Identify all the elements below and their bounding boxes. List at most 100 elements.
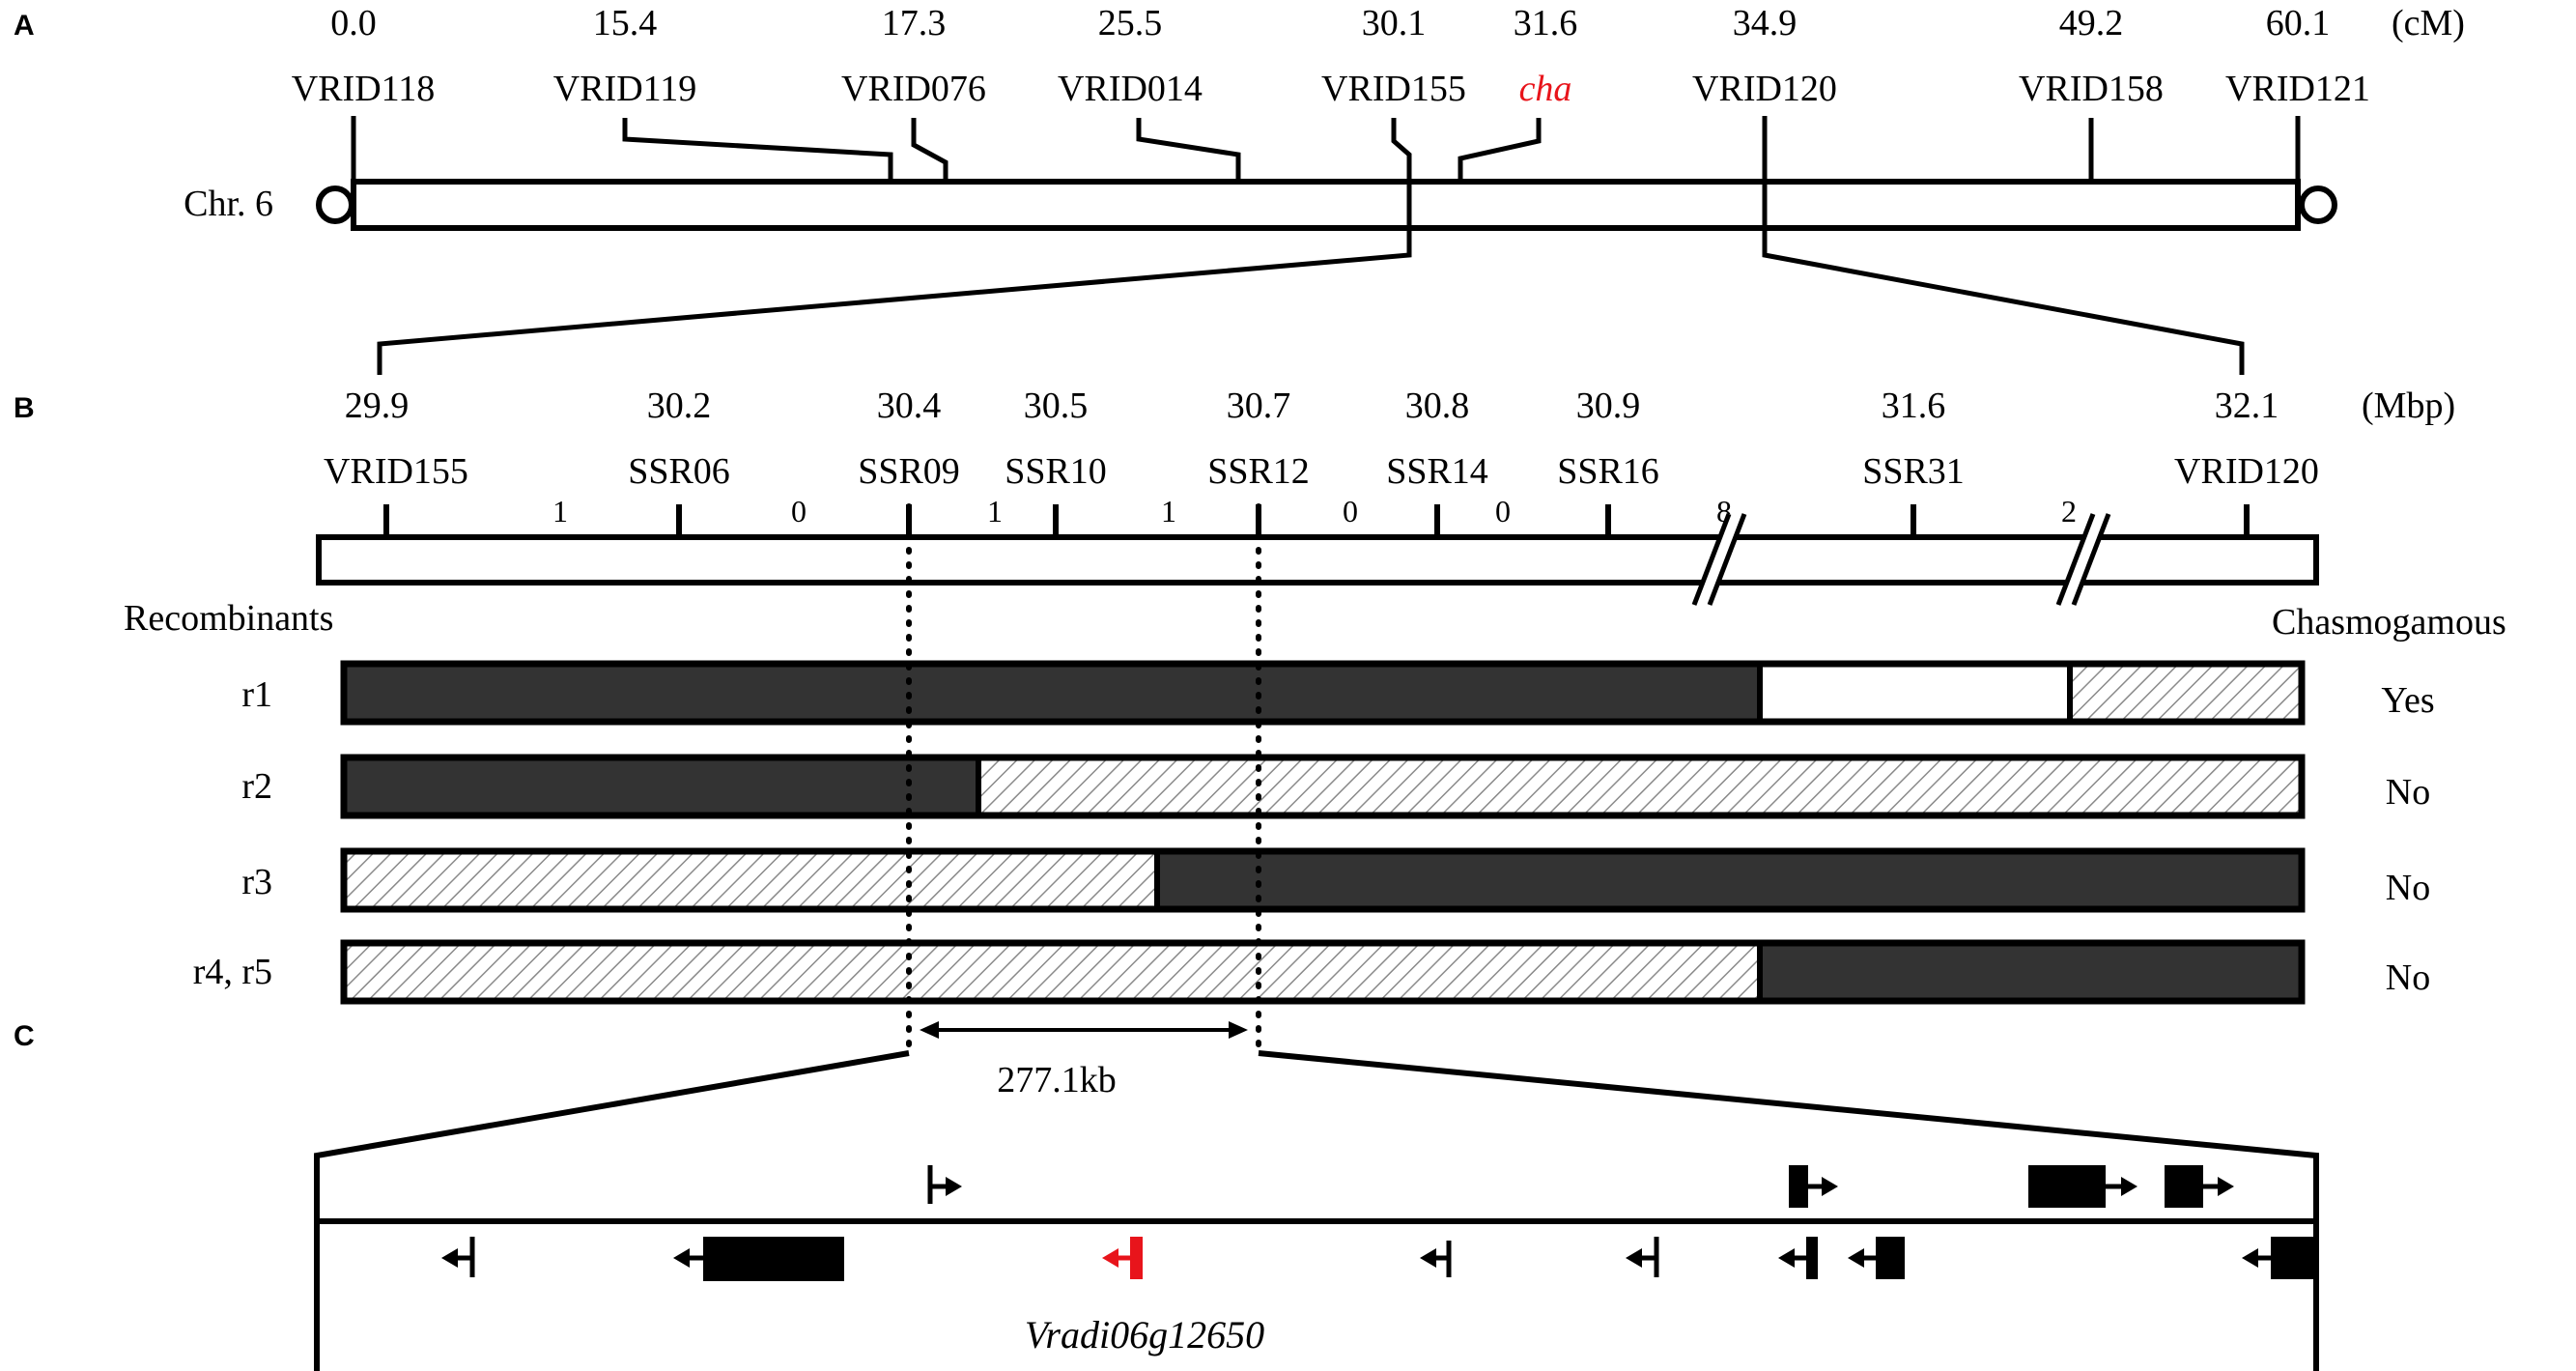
b-marker-ssr31: SSR31 bbox=[1862, 451, 1965, 492]
a-marker-vrid158: VRID158 bbox=[2019, 69, 2164, 109]
a-marker-vrid076: VRID076 bbox=[841, 69, 986, 109]
b-position-ssr09: 30.4 bbox=[877, 386, 942, 426]
panel-c: Vradi06g12650 bbox=[314, 1050, 2319, 1371]
axis-break-2 bbox=[2055, 513, 2111, 606]
recombination-count-1: 1 bbox=[552, 494, 568, 528]
a-marker-vrid120: VRID120 bbox=[1692, 69, 1837, 109]
b-position-vrid155: 29.9 bbox=[345, 386, 410, 426]
chromosome-label: Chr. 6 bbox=[184, 184, 273, 224]
gene-forward-2 bbox=[1789, 1165, 1838, 1208]
gene-reverse-4 bbox=[1626, 1237, 1659, 1277]
b-position-ssr14: 30.8 bbox=[1405, 386, 1470, 426]
gene-reverse-6 bbox=[1848, 1237, 1905, 1279]
chromosome-left-end bbox=[316, 186, 354, 224]
gene-reverse-5 bbox=[1778, 1237, 1818, 1279]
b-position-vrid120: 32.1 bbox=[2215, 386, 2279, 426]
panel-a-label: A bbox=[14, 10, 35, 42]
b-marker-ssr06: SSR06 bbox=[628, 451, 730, 492]
r3-segment-dark bbox=[1157, 851, 2302, 909]
recombinant-labels: r1 r2 r3 r4, r5 bbox=[193, 674, 272, 992]
b-position-ssr31: 31.6 bbox=[1882, 386, 1946, 426]
chromosome-right-end bbox=[2299, 186, 2337, 224]
chromosome-bar bbox=[351, 179, 2301, 231]
gene-forward-1 bbox=[927, 1165, 962, 1204]
a-marker-vrid121: VRID121 bbox=[2225, 69, 2370, 109]
panel-b-label: B bbox=[14, 392, 35, 424]
a-position-vrid120: 34.9 bbox=[1733, 3, 1798, 43]
r4-r5-segment-dark bbox=[1760, 943, 2302, 1001]
phenotype-r1: Yes bbox=[2381, 680, 2434, 721]
phenotype-r2: No bbox=[2386, 772, 2430, 813]
a-position-vrid158: 49.2 bbox=[2059, 3, 2124, 43]
gene-reverse-1 bbox=[441, 1237, 475, 1277]
gene-reverse-3 bbox=[1420, 1241, 1452, 1277]
r2-segment-hatched bbox=[978, 757, 2302, 815]
recombinant-r4-r5 bbox=[340, 939, 2306, 1005]
axis-break-1 bbox=[1691, 513, 1747, 606]
physical-map-bar bbox=[316, 534, 2319, 586]
a-marker-vrid155: VRID155 bbox=[1321, 69, 1466, 109]
recombination-count-4: 1 bbox=[1161, 494, 1176, 528]
a-marker-vrid118: VRID118 bbox=[292, 69, 435, 109]
b-position-ssr06: 30.2 bbox=[647, 386, 712, 426]
a-position-vrid014: 25.5 bbox=[1098, 3, 1163, 43]
recombination-count-3: 1 bbox=[987, 494, 1003, 528]
leader-cha bbox=[1458, 118, 1542, 180]
panel-a-positions: 0.0 15.4 17.3 25.5 30.1 31.6 34.9 49.2 60.1 bbox=[330, 3, 2330, 43]
b-marker-ssr14: SSR14 bbox=[1386, 451, 1488, 492]
r1-segment-hatched bbox=[2070, 664, 2302, 722]
gene-forward-3 bbox=[2028, 1165, 2137, 1208]
leader-vrid014 bbox=[1136, 118, 1241, 180]
marker-leaders bbox=[351, 116, 2301, 180]
gene-reverse-2 bbox=[673, 1237, 844, 1281]
b-marker-ssr10: SSR10 bbox=[1005, 451, 1107, 492]
recombinant-r2 bbox=[340, 754, 2306, 819]
candidate-gene-label: Vradi06g12650 bbox=[1025, 1313, 1264, 1357]
zoom-line-left bbox=[377, 180, 1412, 375]
phenotype-r4-r5: No bbox=[2386, 957, 2430, 998]
panel-b-marker-names: VRID155 SSR06 SSR09 SSR10 SSR12 SSR14 SSR16 SSR… bbox=[324, 451, 2319, 492]
b-position-ssr10: 30.5 bbox=[1024, 386, 1089, 426]
b-position-ssr16: 30.9 bbox=[1576, 386, 1641, 426]
recombination-count-8: 2 bbox=[2061, 494, 2077, 528]
recombinants-header: Recombinants bbox=[124, 598, 333, 639]
r1-segment-white bbox=[1760, 664, 2070, 722]
recombination-count-2: 0 bbox=[791, 494, 807, 528]
panel-a-unit: (cM) bbox=[2392, 3, 2465, 43]
r4-r5-segment-hatched bbox=[344, 943, 1760, 1001]
candidate-gene-marker bbox=[1102, 1237, 1143, 1279]
phenotype-r3: No bbox=[2386, 868, 2430, 908]
b-position-ssr12: 30.7 bbox=[1227, 386, 1291, 426]
gene-reverse-7 bbox=[2242, 1237, 2313, 1279]
panel-b-unit: (Mbp) bbox=[2362, 386, 2455, 426]
panel-a-marker-names: VRID118 VRID119 VRID076 VRID014 VRID155 cha VR… bbox=[292, 69, 2370, 109]
b-marker-vrid155: VRID155 bbox=[324, 451, 468, 492]
r3-segment-hatched bbox=[344, 851, 1157, 909]
recombination-count-6: 0 bbox=[1495, 494, 1511, 528]
b-marker-ssr16: SSR16 bbox=[1557, 451, 1659, 492]
recombinant-label-r4-r5: r4, r5 bbox=[193, 952, 272, 992]
gene-forward-4 bbox=[2165, 1165, 2234, 1208]
a-position-vrid155: 30.1 bbox=[1362, 3, 1427, 43]
zoom-line-right bbox=[1762, 180, 2245, 375]
leader-vrid119 bbox=[622, 118, 893, 180]
a-marker-cha: cha bbox=[1519, 69, 1572, 109]
panel-b-marker-ticks bbox=[383, 504, 2250, 537]
r1-segment-dark bbox=[344, 664, 1760, 722]
zoom-line-c-right bbox=[1258, 1050, 2319, 1371]
b-marker-ssr12: SSR12 bbox=[1207, 451, 1310, 492]
a-position-vrid119: 15.4 bbox=[593, 3, 658, 43]
a-position-vrid118: 0.0 bbox=[330, 3, 377, 43]
a-position-vrid121: 60.1 bbox=[2266, 3, 2331, 43]
leader-vrid155 bbox=[1391, 118, 1412, 180]
recombinant-label-r3: r3 bbox=[241, 862, 272, 902]
zoom-line-c-left bbox=[314, 1050, 910, 1371]
b-marker-vrid120: VRID120 bbox=[2174, 451, 2319, 492]
phenotype-values: Yes No No No bbox=[2381, 680, 2434, 998]
a-marker-vrid119: VRID119 bbox=[553, 69, 696, 109]
a-position-vrid076: 17.3 bbox=[882, 3, 947, 43]
panel-b: 29.9 30.2 30.4 30.5 30.7 30.8 30.9 31.6 32.1 VRI… bbox=[124, 386, 2506, 1100]
interval-size-label: 277.1kb bbox=[997, 1060, 1117, 1100]
